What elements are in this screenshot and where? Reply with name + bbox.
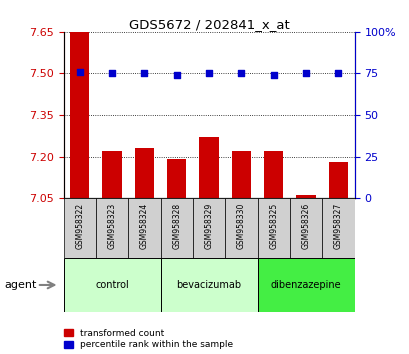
Bar xyxy=(166,159,186,198)
Point xyxy=(76,69,83,75)
Bar xyxy=(231,151,251,198)
Bar xyxy=(296,195,315,198)
Text: GSM958329: GSM958329 xyxy=(204,203,213,249)
Title: GDS5672 / 202841_x_at: GDS5672 / 202841_x_at xyxy=(128,18,289,31)
Bar xyxy=(257,198,289,258)
Legend: transformed count, percentile rank within the sample: transformed count, percentile rank withi… xyxy=(64,329,233,349)
Text: GSM958322: GSM958322 xyxy=(75,203,84,249)
Text: GSM958327: GSM958327 xyxy=(333,203,342,249)
Bar xyxy=(96,198,128,258)
Text: GSM958325: GSM958325 xyxy=(269,203,278,249)
Point xyxy=(270,72,276,78)
Bar xyxy=(193,198,225,258)
Bar xyxy=(289,198,321,258)
Bar xyxy=(263,151,283,198)
Bar xyxy=(328,162,347,198)
Point xyxy=(335,70,341,76)
Bar xyxy=(321,198,354,258)
Bar xyxy=(160,258,257,312)
Point xyxy=(108,70,115,76)
Point xyxy=(238,70,244,76)
Text: agent: agent xyxy=(4,280,36,290)
Text: GSM958328: GSM958328 xyxy=(172,203,181,249)
Point xyxy=(205,70,212,76)
Point xyxy=(302,70,309,76)
Bar xyxy=(199,137,218,198)
Text: control: control xyxy=(95,280,128,290)
Bar xyxy=(257,258,354,312)
Bar xyxy=(128,198,160,258)
Bar xyxy=(160,198,193,258)
Text: bevacizumab: bevacizumab xyxy=(176,280,241,290)
Text: GSM958324: GSM958324 xyxy=(139,203,148,249)
Text: dibenzazepine: dibenzazepine xyxy=(270,280,341,290)
Bar xyxy=(225,198,257,258)
Text: GSM958326: GSM958326 xyxy=(301,203,310,249)
Point xyxy=(141,70,147,76)
Bar xyxy=(102,151,121,198)
Point xyxy=(173,72,180,78)
Text: GSM958323: GSM958323 xyxy=(107,203,116,249)
Bar xyxy=(70,32,89,198)
Bar xyxy=(63,258,160,312)
Bar xyxy=(63,198,96,258)
Text: GSM958330: GSM958330 xyxy=(236,203,245,250)
Bar xyxy=(135,148,154,198)
